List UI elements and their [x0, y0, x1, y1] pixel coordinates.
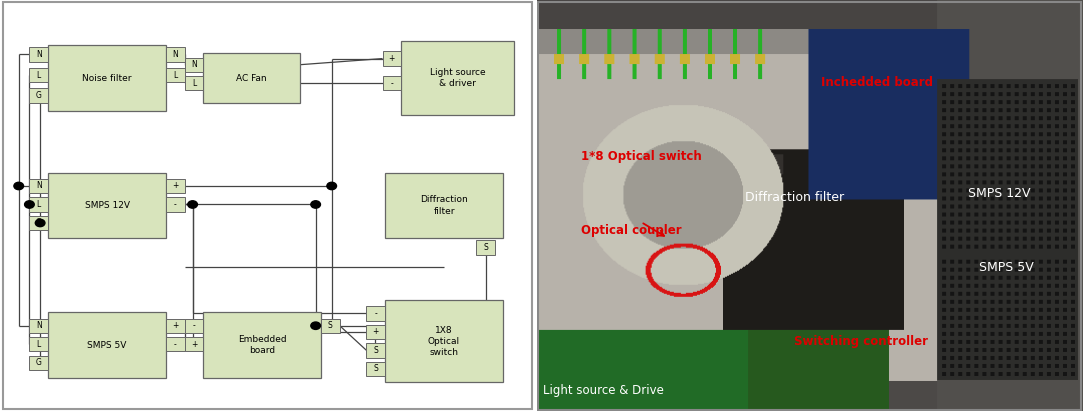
Bar: [366, 362, 386, 376]
Text: AC Fan: AC Fan: [236, 74, 266, 83]
Text: +: +: [191, 340, 197, 349]
Text: SMPS 5V: SMPS 5V: [979, 261, 1034, 274]
Bar: [321, 319, 340, 333]
Text: 1*8 Optical switch: 1*8 Optical switch: [580, 150, 702, 163]
Text: Switching controller: Switching controller: [794, 335, 928, 348]
Text: L: L: [37, 340, 41, 349]
Bar: [401, 41, 513, 115]
Text: G: G: [36, 91, 42, 100]
Text: G: G: [36, 219, 42, 227]
Text: -: -: [174, 200, 177, 209]
Text: N: N: [191, 60, 197, 69]
Text: -: -: [193, 321, 195, 330]
Text: -: -: [391, 79, 393, 88]
Text: N: N: [36, 182, 41, 190]
Bar: [184, 58, 204, 72]
Circle shape: [36, 219, 44, 227]
Text: SMPS 12V: SMPS 12V: [968, 187, 1031, 200]
Bar: [166, 68, 184, 82]
Text: Light source
& driver: Light source & driver: [430, 68, 485, 88]
Bar: [184, 76, 204, 90]
Bar: [382, 76, 401, 90]
Text: Diffraction filter: Diffraction filter: [745, 191, 844, 204]
Circle shape: [311, 201, 321, 208]
Text: +: +: [172, 321, 179, 330]
Bar: [48, 312, 166, 378]
Text: +: +: [373, 328, 379, 336]
Text: Inchedded board: Inchedded board: [821, 76, 932, 89]
Bar: [29, 356, 48, 370]
Bar: [184, 337, 204, 351]
Bar: [166, 337, 184, 351]
Text: SMPS 5V: SMPS 5V: [88, 341, 127, 350]
Text: G: G: [36, 358, 42, 367]
Text: SMPS 12V: SMPS 12V: [84, 201, 130, 210]
Circle shape: [25, 201, 35, 208]
Bar: [29, 337, 48, 351]
Text: Noise filter: Noise filter: [82, 74, 132, 83]
Text: Light source & Drive: Light source & Drive: [543, 384, 664, 397]
Bar: [477, 240, 495, 255]
Text: L: L: [173, 71, 178, 79]
Bar: [366, 343, 386, 358]
Text: S: S: [483, 243, 487, 252]
Bar: [29, 179, 48, 193]
Bar: [166, 319, 184, 333]
Text: +: +: [172, 182, 179, 190]
Text: 1X8
Optical
switch: 1X8 Optical switch: [428, 326, 460, 357]
Bar: [382, 51, 401, 66]
Text: S: S: [374, 346, 378, 355]
Bar: [29, 88, 48, 103]
Bar: [29, 319, 48, 333]
Bar: [386, 173, 503, 238]
Text: L: L: [37, 71, 41, 79]
Bar: [29, 68, 48, 82]
Circle shape: [311, 322, 321, 330]
Text: L: L: [192, 79, 196, 88]
Bar: [184, 319, 204, 333]
Text: Embedded
board: Embedded board: [238, 335, 287, 355]
Text: N: N: [36, 50, 41, 59]
Bar: [48, 45, 166, 111]
Text: S: S: [328, 321, 332, 330]
Text: N: N: [36, 321, 41, 330]
Bar: [166, 47, 184, 62]
Bar: [48, 173, 166, 238]
Text: -: -: [174, 340, 177, 349]
Text: -: -: [375, 309, 377, 318]
Text: Optical coupler: Optical coupler: [580, 224, 681, 237]
Text: S: S: [374, 365, 378, 373]
Bar: [386, 300, 503, 382]
Bar: [29, 47, 48, 62]
Bar: [204, 53, 300, 103]
Bar: [366, 325, 386, 339]
Bar: [366, 306, 386, 321]
Bar: [29, 197, 48, 212]
Text: +: +: [389, 54, 395, 63]
Bar: [166, 179, 184, 193]
Circle shape: [14, 182, 24, 190]
Bar: [29, 216, 48, 230]
Text: Diffraction
filter: Diffraction filter: [420, 196, 468, 215]
Text: N: N: [172, 50, 178, 59]
Circle shape: [327, 182, 337, 190]
Bar: [204, 312, 321, 378]
Circle shape: [187, 201, 197, 208]
Bar: [166, 197, 184, 212]
Text: L: L: [37, 200, 41, 209]
